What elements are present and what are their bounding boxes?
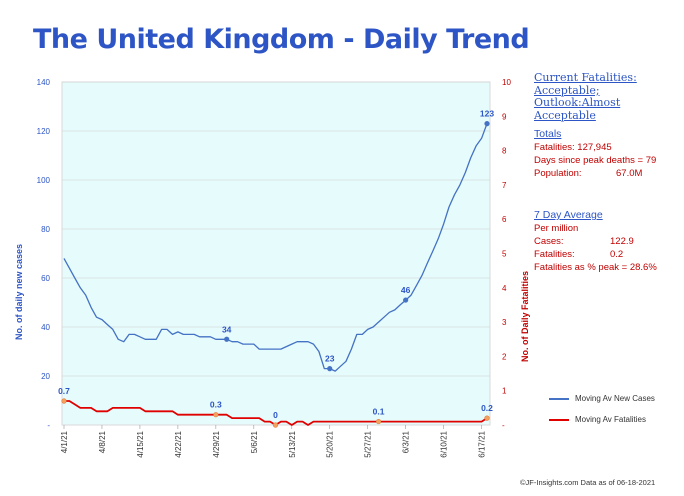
chart-title: The United Kingdom - Daily Trend <box>33 24 530 55</box>
totals-days-since-peak: Days since peak deaths = 79 <box>534 155 657 166</box>
legend-fatalities: Moving Av Fatalities <box>549 415 646 424</box>
x-tick-label: 4/8/21 <box>98 430 107 453</box>
fatalities-data-label: 0.1 <box>373 407 385 417</box>
cases-data-label: 123 <box>480 109 494 119</box>
fatalities-data-label: 0.7 <box>58 386 70 396</box>
x-tick-label: 4/15/21 <box>136 430 145 457</box>
cases-label: Cases: <box>534 236 564 247</box>
population-label: Population: <box>534 168 582 179</box>
fatalities-value: 0.2 <box>610 249 624 260</box>
fatalities-pct-peak: Fatalities as % peak = 28.6% <box>534 262 657 273</box>
y-right-tick-label: 1 <box>502 387 507 396</box>
cases-marker <box>224 336 230 342</box>
fatalities-label: Fatalities: <box>534 249 575 260</box>
point-labels: 34 23 46 123 0.7 0.3 0 0.1 0.2 <box>58 109 494 428</box>
cases-line <box>63 123 488 372</box>
legend-cases-swatch <box>549 397 569 400</box>
x-axis: 4/1/21 4/8/21 4/15/21 4/22/21 4/29/21 5/6/21 5… <box>60 425 487 458</box>
legend-cases-label: Moving Av New Cases <box>575 394 655 403</box>
x-tick-label: 4/22/21 <box>174 430 183 457</box>
y-left-tick-label: - <box>47 421 50 430</box>
y-left-tick-label: 100 <box>37 176 51 185</box>
y-right-tick-label: 6 <box>502 215 507 224</box>
y-axis-left-title: No. of daily new cases <box>14 244 24 340</box>
fatalities-marker <box>272 422 279 428</box>
per-million-label: Per million <box>534 223 579 234</box>
y-right-tick-label: 7 <box>502 181 507 190</box>
cases-data-label: 46 <box>401 285 411 295</box>
status-text: Current Fatalities: Acceptable; Outlook:… <box>534 71 637 122</box>
x-tick-label: 6/17/21 <box>478 430 487 457</box>
cases-value: 122.9 <box>610 236 634 247</box>
fatalities-marker <box>213 412 219 418</box>
y-right-tick-label: 10 <box>502 78 511 87</box>
x-tick-label: 6/3/21 <box>402 430 411 453</box>
plot-area <box>61 81 491 426</box>
cases-marker <box>484 121 490 127</box>
y-right-tick-label: 4 <box>502 284 507 293</box>
y-right-tick-label: 2 <box>502 352 507 361</box>
legend-fatalities-swatch <box>549 418 569 421</box>
y-left-tick-label: 80 <box>41 225 50 234</box>
cases-data-label: 23 <box>325 354 335 364</box>
y-left-tick-label: 40 <box>41 323 50 332</box>
legend-cases: Moving Av New Cases <box>549 394 655 403</box>
fatalities-data-label: 0 <box>273 410 278 420</box>
seven-day-header: 7 Day Average <box>534 209 603 221</box>
totals-header: Totals <box>534 128 562 140</box>
cases-marker <box>403 297 409 303</box>
y-left-tick-label: 140 <box>37 78 51 87</box>
seven-day-panel: 7 Day Average Per million Cases: 122.9 F… <box>534 209 657 274</box>
y-right-tick-label: 9 <box>502 112 507 121</box>
y-left-tick-label: 60 <box>41 274 50 283</box>
x-tick-label: 6/10/21 <box>440 430 449 457</box>
x-tick-label: 5/27/21 <box>364 430 373 457</box>
totals-fatalities: Fatalities: 127,945 <box>534 142 612 153</box>
y-left-tick-label: 120 <box>37 127 51 136</box>
fatalities-marker <box>484 415 490 421</box>
x-tick-label: 4/29/21 <box>212 430 221 457</box>
left-axis: - 20 40 60 80 100 120 140 <box>37 78 51 430</box>
y-right-tick-label: 8 <box>502 147 507 156</box>
x-tick-label: 4/1/21 <box>60 430 69 453</box>
fatalities-marker <box>61 398 67 404</box>
footer-credit: ©JF-Insights.com Data as of 06-18-2021 <box>520 478 656 487</box>
x-tick-label: 5/13/21 <box>288 430 297 457</box>
y-axis-right-title: No. of Daily Fatalities <box>520 271 530 362</box>
x-tick-label: 5/20/21 <box>326 430 335 457</box>
totals-panel: Totals Fatalities: 127,945 Days since pe… <box>534 128 656 180</box>
right-axis: - 1 2 3 4 5 6 7 8 9 10 <box>502 78 511 430</box>
grid-lines <box>62 81 490 377</box>
population-value: 67.0M <box>616 168 643 179</box>
y-left-tick-label: 20 <box>41 372 50 381</box>
y-right-tick-label: 5 <box>502 250 507 259</box>
fatalities-marker <box>375 418 382 425</box>
y-right-tick-label: - <box>502 421 505 430</box>
cases-data-label: 34 <box>222 324 232 334</box>
x-tick-label: 5/6/21 <box>250 430 259 453</box>
fatalities-data-label: 0.2 <box>481 403 493 413</box>
cases-marker <box>327 366 333 372</box>
y-right-tick-label: 3 <box>502 318 507 327</box>
fatalities-data-label: 0.3 <box>210 400 222 410</box>
legend-fatalities-label: Moving Av Fatalities <box>575 415 646 424</box>
